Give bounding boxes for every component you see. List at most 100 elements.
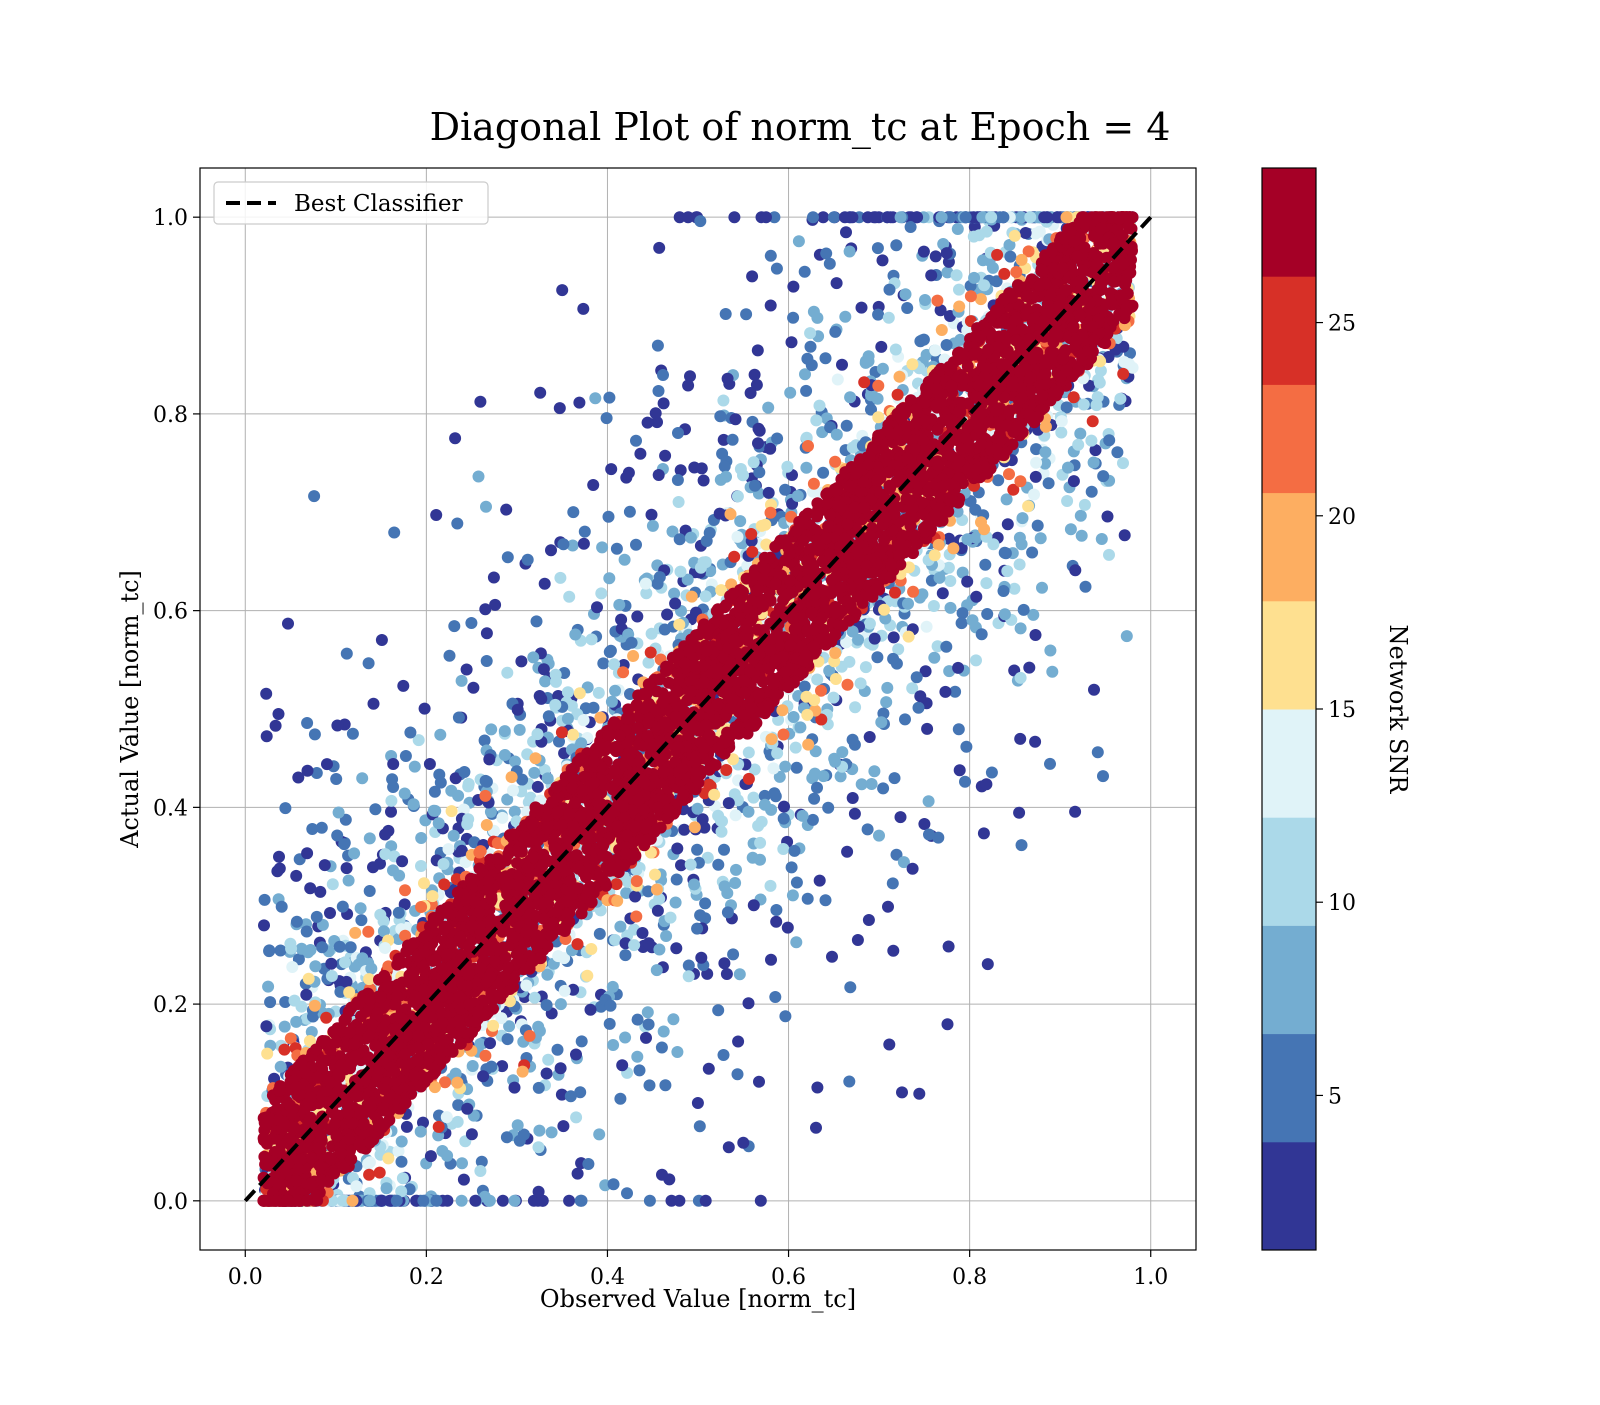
scatter-point <box>800 385 812 397</box>
scatter-point <box>582 1158 594 1170</box>
scatter-point <box>1062 462 1074 474</box>
scatter-point <box>722 906 734 918</box>
scatter-point <box>642 417 654 429</box>
scatter-point <box>685 859 697 871</box>
scatter-point <box>533 1125 545 1137</box>
scatter-point <box>1069 564 1081 576</box>
scatter-point <box>552 1044 564 1056</box>
scatter-point <box>712 1004 724 1016</box>
scatter-point <box>746 270 758 282</box>
scatter-point <box>532 781 544 793</box>
scatter-point <box>477 1070 489 1082</box>
scatter-point <box>270 720 282 732</box>
scatter-point <box>456 1195 468 1207</box>
scatter-point <box>752 344 764 356</box>
scatter-point <box>376 634 388 646</box>
scatter-point <box>872 309 884 321</box>
scatter-point <box>880 696 892 708</box>
scatter-point <box>320 1012 332 1024</box>
scatter-point <box>1102 511 1114 523</box>
scatter-point <box>820 248 832 260</box>
scatter-point <box>415 860 427 872</box>
scatter-point <box>577 303 589 315</box>
scatter-point <box>484 1037 496 1049</box>
scatter-point <box>594 928 606 940</box>
scatter-point <box>367 861 379 873</box>
scatter-point <box>479 790 491 802</box>
scatter-point <box>385 806 397 818</box>
scatter-point <box>670 942 682 954</box>
scatter-point <box>644 1195 656 1207</box>
scatter-point <box>515 655 527 667</box>
scatter-point <box>1016 254 1028 266</box>
scatter-point <box>939 686 951 698</box>
scatter-point <box>399 788 411 800</box>
scatter-point <box>646 509 658 521</box>
scatter-point <box>671 1046 683 1058</box>
scatter-point <box>1086 486 1098 498</box>
scatter-point <box>877 254 889 266</box>
scatter-point <box>696 462 708 474</box>
scatter-point <box>397 680 409 692</box>
scatter-point <box>483 753 495 765</box>
scatter-point <box>732 1068 744 1080</box>
scatter-point <box>737 1137 749 1149</box>
scatter-point <box>620 472 632 484</box>
scatter-point <box>810 414 822 426</box>
scatter-point <box>919 294 931 306</box>
scatter-point <box>718 1049 730 1061</box>
scatter-point <box>791 762 803 774</box>
scatter-point <box>632 1014 644 1026</box>
scatter-point <box>888 631 900 643</box>
scatter-point <box>872 380 884 392</box>
scatter-point <box>347 1195 359 1207</box>
scatter-point <box>541 999 553 1011</box>
scatter-point <box>597 657 609 669</box>
scatter-point <box>530 752 542 764</box>
scatter-point <box>779 761 791 773</box>
scatter-point <box>890 239 902 251</box>
scatter-point <box>678 824 690 836</box>
scatter-point <box>308 490 320 502</box>
scatter-point <box>554 402 566 414</box>
scatter-point <box>802 893 814 905</box>
scatter-point <box>980 778 992 790</box>
scatter-point <box>1046 666 1058 678</box>
scatter-point <box>700 1195 712 1207</box>
scatter-point <box>605 1000 617 1012</box>
scatter-point <box>338 838 350 850</box>
scatter-point <box>534 690 546 702</box>
scatter-point <box>862 823 874 835</box>
scatter-point <box>627 650 639 662</box>
scatter-point <box>404 727 416 739</box>
scatter-point <box>290 870 302 882</box>
scatter-point <box>887 877 899 889</box>
scatter-point <box>603 511 615 523</box>
scatter-point <box>285 943 297 955</box>
scatter-point <box>502 1033 514 1045</box>
scatter-point <box>606 696 618 708</box>
scatter-point <box>529 992 541 1004</box>
scatter-point <box>578 714 590 726</box>
scatter-point <box>355 914 367 926</box>
scatter-point <box>872 393 884 405</box>
scatter-point <box>864 618 876 630</box>
scatter-point <box>1056 415 1068 427</box>
scatter-point <box>349 927 361 939</box>
scatter-point <box>792 490 804 502</box>
scatter-point <box>883 312 895 324</box>
scatter-point <box>953 284 965 296</box>
scatter-point <box>658 397 670 409</box>
scatter-point <box>260 688 272 700</box>
scatter-point <box>743 997 755 1009</box>
scatter-point <box>1013 807 1025 819</box>
scatter-point <box>438 858 450 870</box>
scatter-point <box>882 901 894 913</box>
scatter-point <box>943 562 955 574</box>
scatter-point <box>631 1051 643 1063</box>
scatter-point <box>842 679 854 691</box>
scatter-point <box>839 311 851 323</box>
scatter-point <box>1068 475 1080 487</box>
scatter-point <box>719 880 731 892</box>
scatter-point <box>1034 226 1046 238</box>
